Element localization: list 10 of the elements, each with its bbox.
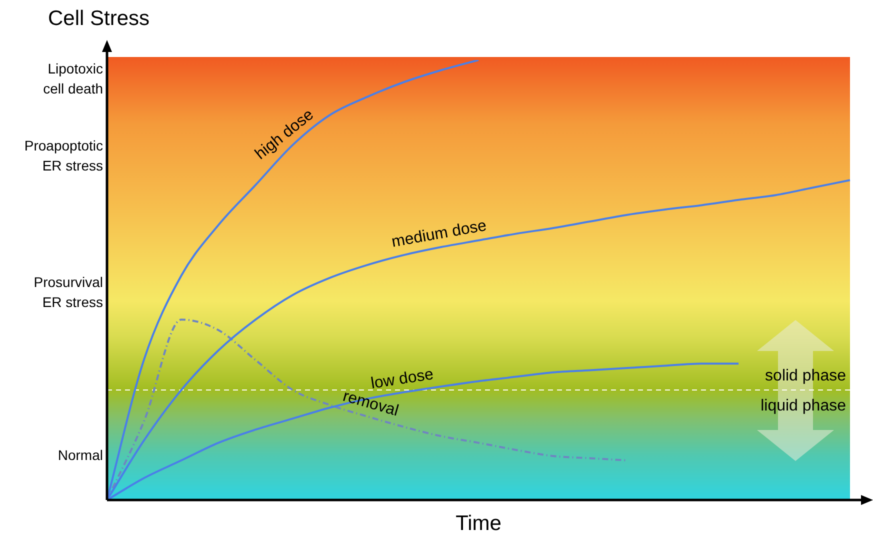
annotation: liquid phase <box>760 397 846 414</box>
text: medium dose <box>390 217 488 251</box>
text: Normal <box>58 446 103 463</box>
text: high dose <box>252 106 317 164</box>
text: Proapoptotic ER stress <box>24 138 103 174</box>
text: Lipotoxic cell death <box>43 60 103 97</box>
annotation: solid phase <box>765 367 846 384</box>
y-axis-title: Cell Stress <box>48 7 150 30</box>
x-axis-title: Time <box>456 512 502 535</box>
text: Prosurvival ER stress <box>34 274 103 310</box>
